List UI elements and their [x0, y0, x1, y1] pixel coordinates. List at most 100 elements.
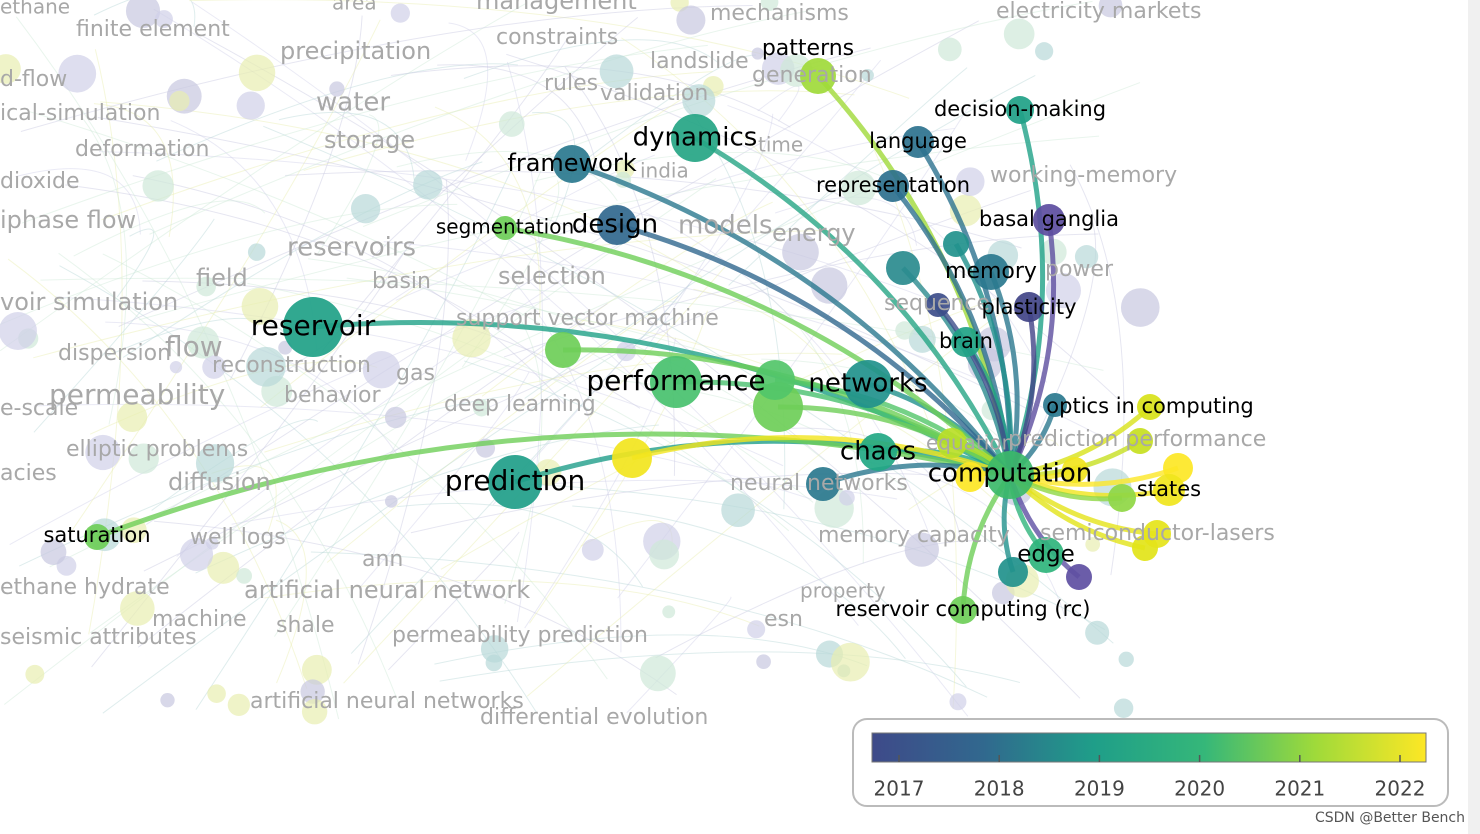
background-node [830, 642, 870, 682]
background-edge [434, 106, 541, 318]
background-edge [395, 127, 955, 301]
background-edge [317, 114, 380, 255]
background-edge [506, 61, 544, 623]
background-node [1085, 537, 1101, 552]
background-edge [655, 540, 976, 659]
background-node [125, 0, 161, 29]
background-node [839, 489, 855, 506]
background-term: time [758, 133, 803, 157]
node-label: optics in computing [1046, 394, 1253, 418]
edge [616, 222, 1012, 477]
background-node [498, 111, 525, 137]
background-edge [506, 53, 1119, 400]
background-node [485, 654, 503, 672]
scrollbar [1468, 0, 1480, 834]
node [998, 557, 1028, 587]
edge [504, 225, 1012, 477]
background-node [247, 243, 266, 261]
node [1143, 520, 1171, 548]
node-label: reservoir [251, 309, 376, 342]
background-edge [285, 170, 1022, 249]
nodes [84, 58, 1193, 624]
background-edge [437, 64, 599, 172]
background-node [949, 693, 967, 711]
background-node [861, 69, 874, 82]
background-term: iphase flow [0, 206, 136, 234]
node-label: decision-making [934, 97, 1106, 121]
node-label: memory [945, 259, 1037, 284]
node [806, 467, 840, 501]
background-term: constraints [496, 25, 618, 50]
background-edge [59, 265, 538, 714]
background-edge [278, 111, 415, 181]
background-term: working-memory [990, 163, 1177, 188]
background-node [480, 635, 509, 663]
background-edge [626, 596, 732, 714]
background-node [682, 84, 716, 118]
background-node [179, 537, 214, 572]
background-edge [572, 505, 906, 659]
legend: 2017 2018 2019 2020 2021 2022 [874, 755, 1425, 801]
node-label: states [1137, 477, 1201, 501]
node [755, 360, 795, 400]
background-term: flow [165, 330, 223, 363]
background-term: models [678, 211, 773, 241]
background-edge [448, 22, 489, 161]
background-edge [33, 403, 812, 500]
background-edge [388, 531, 520, 671]
background-node [904, 532, 939, 567]
node-label: language [869, 129, 967, 153]
background-node [649, 539, 680, 570]
node [844, 360, 892, 408]
background-node [196, 276, 216, 297]
background-node [300, 679, 325, 704]
background-layer [0, 0, 1160, 725]
node [800, 58, 836, 94]
background-node [301, 654, 332, 685]
node [1108, 484, 1136, 512]
background-term: property [800, 579, 886, 603]
background-term: rules [544, 71, 598, 96]
background-term: permeability [49, 378, 225, 411]
background-term: selection [498, 262, 606, 290]
background-edge [21, 44, 708, 224]
background-node [128, 443, 159, 474]
background-edge [80, 115, 128, 425]
node [488, 455, 542, 509]
background-term: behavior [284, 383, 382, 408]
node [597, 205, 637, 245]
background-node [384, 495, 398, 508]
background-term: deformation [75, 137, 209, 162]
background-term: elliptic problems [66, 437, 248, 462]
background-edge [573, 54, 757, 170]
background-node [362, 351, 401, 389]
background-edge [505, 271, 622, 653]
background-node [760, 0, 779, 11]
background-edge [97, 116, 1029, 410]
background-node [1120, 288, 1160, 327]
node [859, 433, 897, 471]
background-node [721, 493, 755, 527]
background-node [1098, 0, 1123, 18]
node-label: plasticity [981, 295, 1076, 319]
background-term: power [1045, 257, 1114, 282]
background-node [238, 54, 276, 92]
background-edge [693, 288, 874, 471]
node [493, 216, 517, 240]
node-label: dynamics [633, 123, 758, 153]
background-edge [534, 151, 899, 185]
background-node [662, 605, 676, 619]
background-edge [9, 298, 550, 545]
node-label: edge [1017, 542, 1075, 568]
background-term: esn [764, 607, 803, 632]
background-term: ethane [0, 0, 70, 19]
background-edge [343, 266, 726, 684]
background-edge [122, 161, 483, 358]
background-node [384, 406, 407, 429]
background-node [472, 399, 491, 417]
node [545, 332, 581, 368]
background-node [0, 311, 37, 350]
background-edge [106, 317, 293, 357]
node [283, 297, 343, 357]
background-edge [481, 201, 773, 397]
